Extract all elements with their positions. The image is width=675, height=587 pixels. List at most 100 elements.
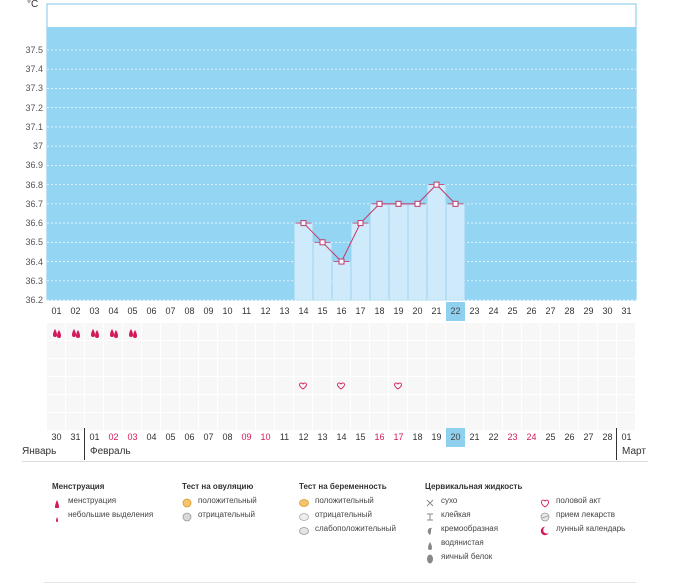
temperature-bar	[427, 184, 446, 301]
grid-cell	[85, 359, 103, 376]
grid-cell	[47, 395, 65, 412]
grid-cell	[427, 413, 445, 430]
grid-cell	[161, 341, 179, 358]
legend-item-label: водянистая	[441, 538, 484, 547]
y-tick-label: 37.4	[25, 64, 43, 75]
pregnancy-weak-icon	[299, 523, 309, 535]
grid-cell	[332, 341, 350, 358]
grid-cell	[370, 323, 388, 340]
x-tick-label: 03	[89, 306, 100, 316]
grid-cell	[522, 323, 540, 340]
pregnancy-negative-icon	[299, 509, 309, 521]
grid-cell	[294, 377, 312, 394]
grid-cell	[294, 395, 312, 412]
calendar-day: 08	[222, 432, 233, 442]
legend-item-label: сухо	[441, 496, 458, 505]
grid-cell	[199, 341, 217, 358]
grid-cell	[484, 341, 502, 358]
grid-cell	[142, 341, 160, 358]
grid-cell	[465, 323, 483, 340]
grid-cell	[408, 377, 426, 394]
grid-cell	[541, 413, 559, 430]
calendar-day: 20	[446, 428, 465, 447]
grid-cell	[408, 395, 426, 412]
calendar-day: 09	[241, 432, 252, 442]
grid-cell	[218, 323, 236, 340]
grid-cell	[313, 413, 331, 430]
grid-cell	[47, 377, 65, 394]
grid-cell	[465, 395, 483, 412]
grid-cell	[598, 395, 616, 412]
grid-cell	[560, 323, 578, 340]
legend-group-title: Цервикальная жидкость	[425, 482, 523, 491]
grid-cell	[389, 359, 407, 376]
grid-cell	[199, 359, 217, 376]
grid-cell	[85, 413, 103, 430]
grid-cell	[446, 359, 464, 376]
drop-large-icon	[129, 329, 133, 337]
x-tick-label: 31	[621, 306, 632, 316]
legend-item-label: менструация	[68, 496, 117, 505]
x-tick-label: 20	[412, 306, 423, 316]
grid-cell	[370, 395, 388, 412]
grid-cell	[541, 395, 559, 412]
temperature-bar	[332, 261, 351, 301]
grid-cell	[199, 395, 217, 412]
grid-cell	[370, 413, 388, 430]
y-tick-label: 37.5	[25, 45, 43, 55]
grid-cell	[427, 341, 445, 358]
grid-cell	[199, 323, 217, 340]
grid-cell	[560, 413, 578, 430]
grid-cell	[503, 341, 521, 358]
pill-icon	[540, 509, 550, 522]
grid-cell	[313, 341, 331, 358]
temperature-point	[414, 200, 421, 207]
legend-item-label: клейкая	[441, 510, 471, 519]
y-tick-label: 36.3	[25, 275, 43, 286]
grid-cell	[237, 377, 255, 394]
grid-cell	[123, 395, 141, 412]
calendar-day: 01	[621, 432, 632, 442]
x-tick-label: 10	[222, 306, 233, 316]
grid-cell	[313, 377, 331, 394]
temperature-bar	[351, 222, 370, 301]
grid-cell	[579, 359, 597, 376]
creamy-icon	[425, 523, 435, 535]
sticky-icon	[425, 509, 435, 521]
x-tick-label: 09	[203, 306, 214, 316]
grid-cell	[85, 395, 103, 412]
grid-cell	[351, 395, 369, 412]
grid-cell	[256, 413, 274, 430]
grid-cell	[294, 359, 312, 376]
drop-large-icon	[110, 329, 114, 337]
grid-cell	[617, 413, 635, 430]
grid-cell	[123, 377, 141, 394]
y-tick-label: 37	[32, 141, 43, 152]
grid-cell	[237, 323, 255, 340]
calendar-day: 14	[336, 432, 347, 442]
x-tick-label: 13	[279, 306, 290, 316]
legend-item-label: слабоположительный	[315, 524, 396, 533]
grid-cell	[427, 395, 445, 412]
heart-icon	[394, 382, 402, 390]
calendar-day: 27	[583, 432, 594, 442]
grid-cell	[237, 413, 255, 430]
grid-cell	[332, 377, 350, 394]
calendar-day: 23	[507, 432, 518, 442]
x-tick-label: 19	[393, 306, 404, 316]
heart-icon	[540, 495, 550, 508]
grid-cell	[199, 377, 217, 394]
drop-large-icon	[91, 329, 95, 337]
grid-cell	[294, 413, 312, 430]
x-tick-label: 23	[469, 306, 480, 316]
grid-cell	[579, 413, 597, 430]
grid-cell	[66, 359, 84, 376]
temperature-bar	[313, 242, 332, 301]
grid-cell	[256, 323, 274, 340]
grid-cell	[180, 341, 198, 358]
grid-cell	[180, 323, 198, 340]
calendar-day: 18	[412, 432, 423, 442]
grid-cell	[47, 341, 65, 358]
grid-cell	[465, 413, 483, 430]
grid-cell	[218, 413, 236, 430]
